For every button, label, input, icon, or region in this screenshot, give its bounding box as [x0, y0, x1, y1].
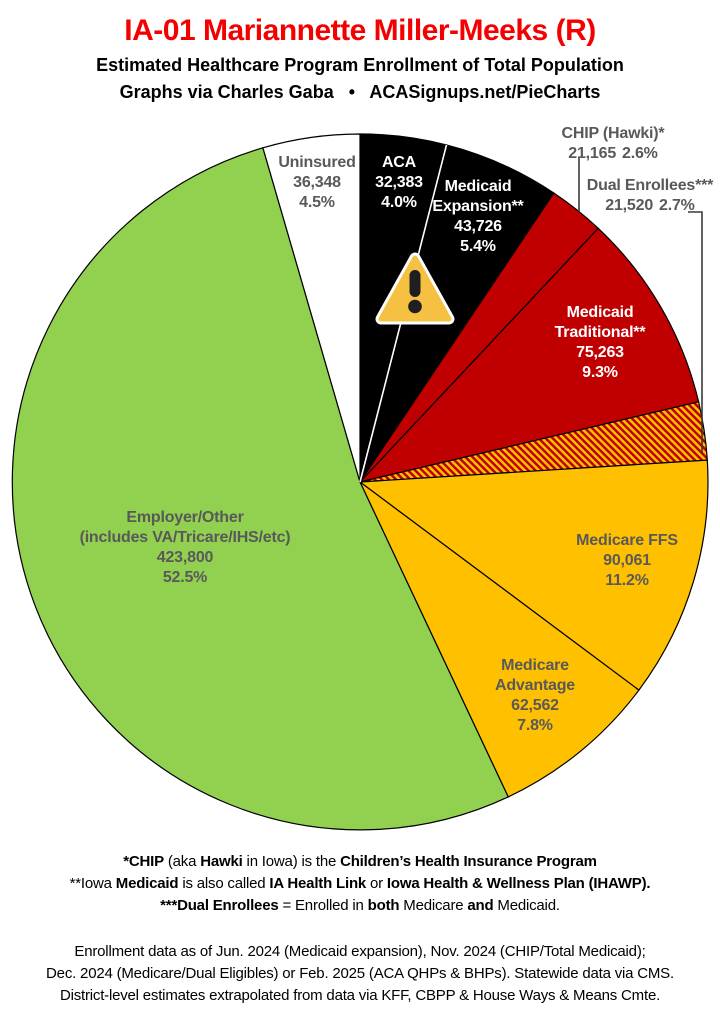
page-title: IA-01 Mariannette Miller-Meeks (R) — [124, 14, 596, 47]
source-line: Enrollment data as of Jun. 2024 (Medicai… — [74, 943, 646, 960]
credit-line: Graphs via Charles Gaba • ACASignups.net… — [119, 82, 601, 102]
pie-slice-medicare-ffs — [358, 459, 709, 691]
header: IA-01 Mariannette Miller-Meeks (R) Estim… — [0, 12, 720, 104]
slice-label-aca: ACA 32,383 4.0% — [375, 154, 423, 211]
slice-label-medicare-advantage: Medicare Advantage 62,562 7.8% — [495, 657, 575, 734]
pie-slice-medicaid-traditional — [358, 227, 700, 484]
footnote-line: ***Dual Enrollees = Enrolled in both Med… — [160, 897, 560, 914]
slice-label-medicaid-expansion: Medicaid Expansion** 43,726 5.4% — [432, 178, 524, 255]
slice-label-uninsured: Uninsured 36,348 4.5% — [278, 154, 356, 211]
pie-slice-employer-other-includes-va-tricare-ihs-etc — [11, 147, 509, 831]
dual-enrollees-pointer-line — [688, 211, 703, 453]
warning-icon — [375, 252, 455, 325]
pie-slice-medicare-advantage — [359, 481, 640, 798]
page-subtitle: Estimated Healthcare Program Enrollment … — [96, 55, 624, 75]
footnote-line: **Iowa Medicaid is also called IA Health… — [69, 875, 651, 892]
pie-chart-svg — [11, 133, 709, 831]
slice-label-medicare-ffs: Medicare FFS 90,061 11.2% — [576, 532, 678, 589]
footnote-line: *CHIP (aka Hawki in Iowa) is the Childre… — [123, 853, 597, 870]
slice-label-dual-enrollees: Dual Enrollees*** 21,520 2.7% — [586, 177, 714, 214]
slice-label-medicaid-traditional: Medicaid Traditional** 75,263 9.3% — [554, 304, 646, 381]
slice-label-chip: CHIP (Hawki)* 21,165 2.6% — [561, 125, 665, 162]
footnotes: *CHIP (aka Hawki in Iowa) is the Childre… — [0, 851, 720, 917]
source-line: District-level estimates extrapolated fr… — [59, 987, 661, 1004]
pie-slices — [11, 133, 709, 831]
pie-slice-uninsured — [262, 133, 361, 483]
data-sources: Enrollment data as of Jun. 2024 (Medicai… — [0, 941, 720, 1007]
slice-label-employer-other: Employer/Other (includes VA/Tricare/IHS/… — [79, 509, 291, 586]
source-line: Dec. 2024 (Medicare/Dual Eligibles) or F… — [46, 965, 674, 982]
pie-chart: ACA 32,383 4.0% Medicaid Expansion** 43,… — [0, 110, 720, 850]
